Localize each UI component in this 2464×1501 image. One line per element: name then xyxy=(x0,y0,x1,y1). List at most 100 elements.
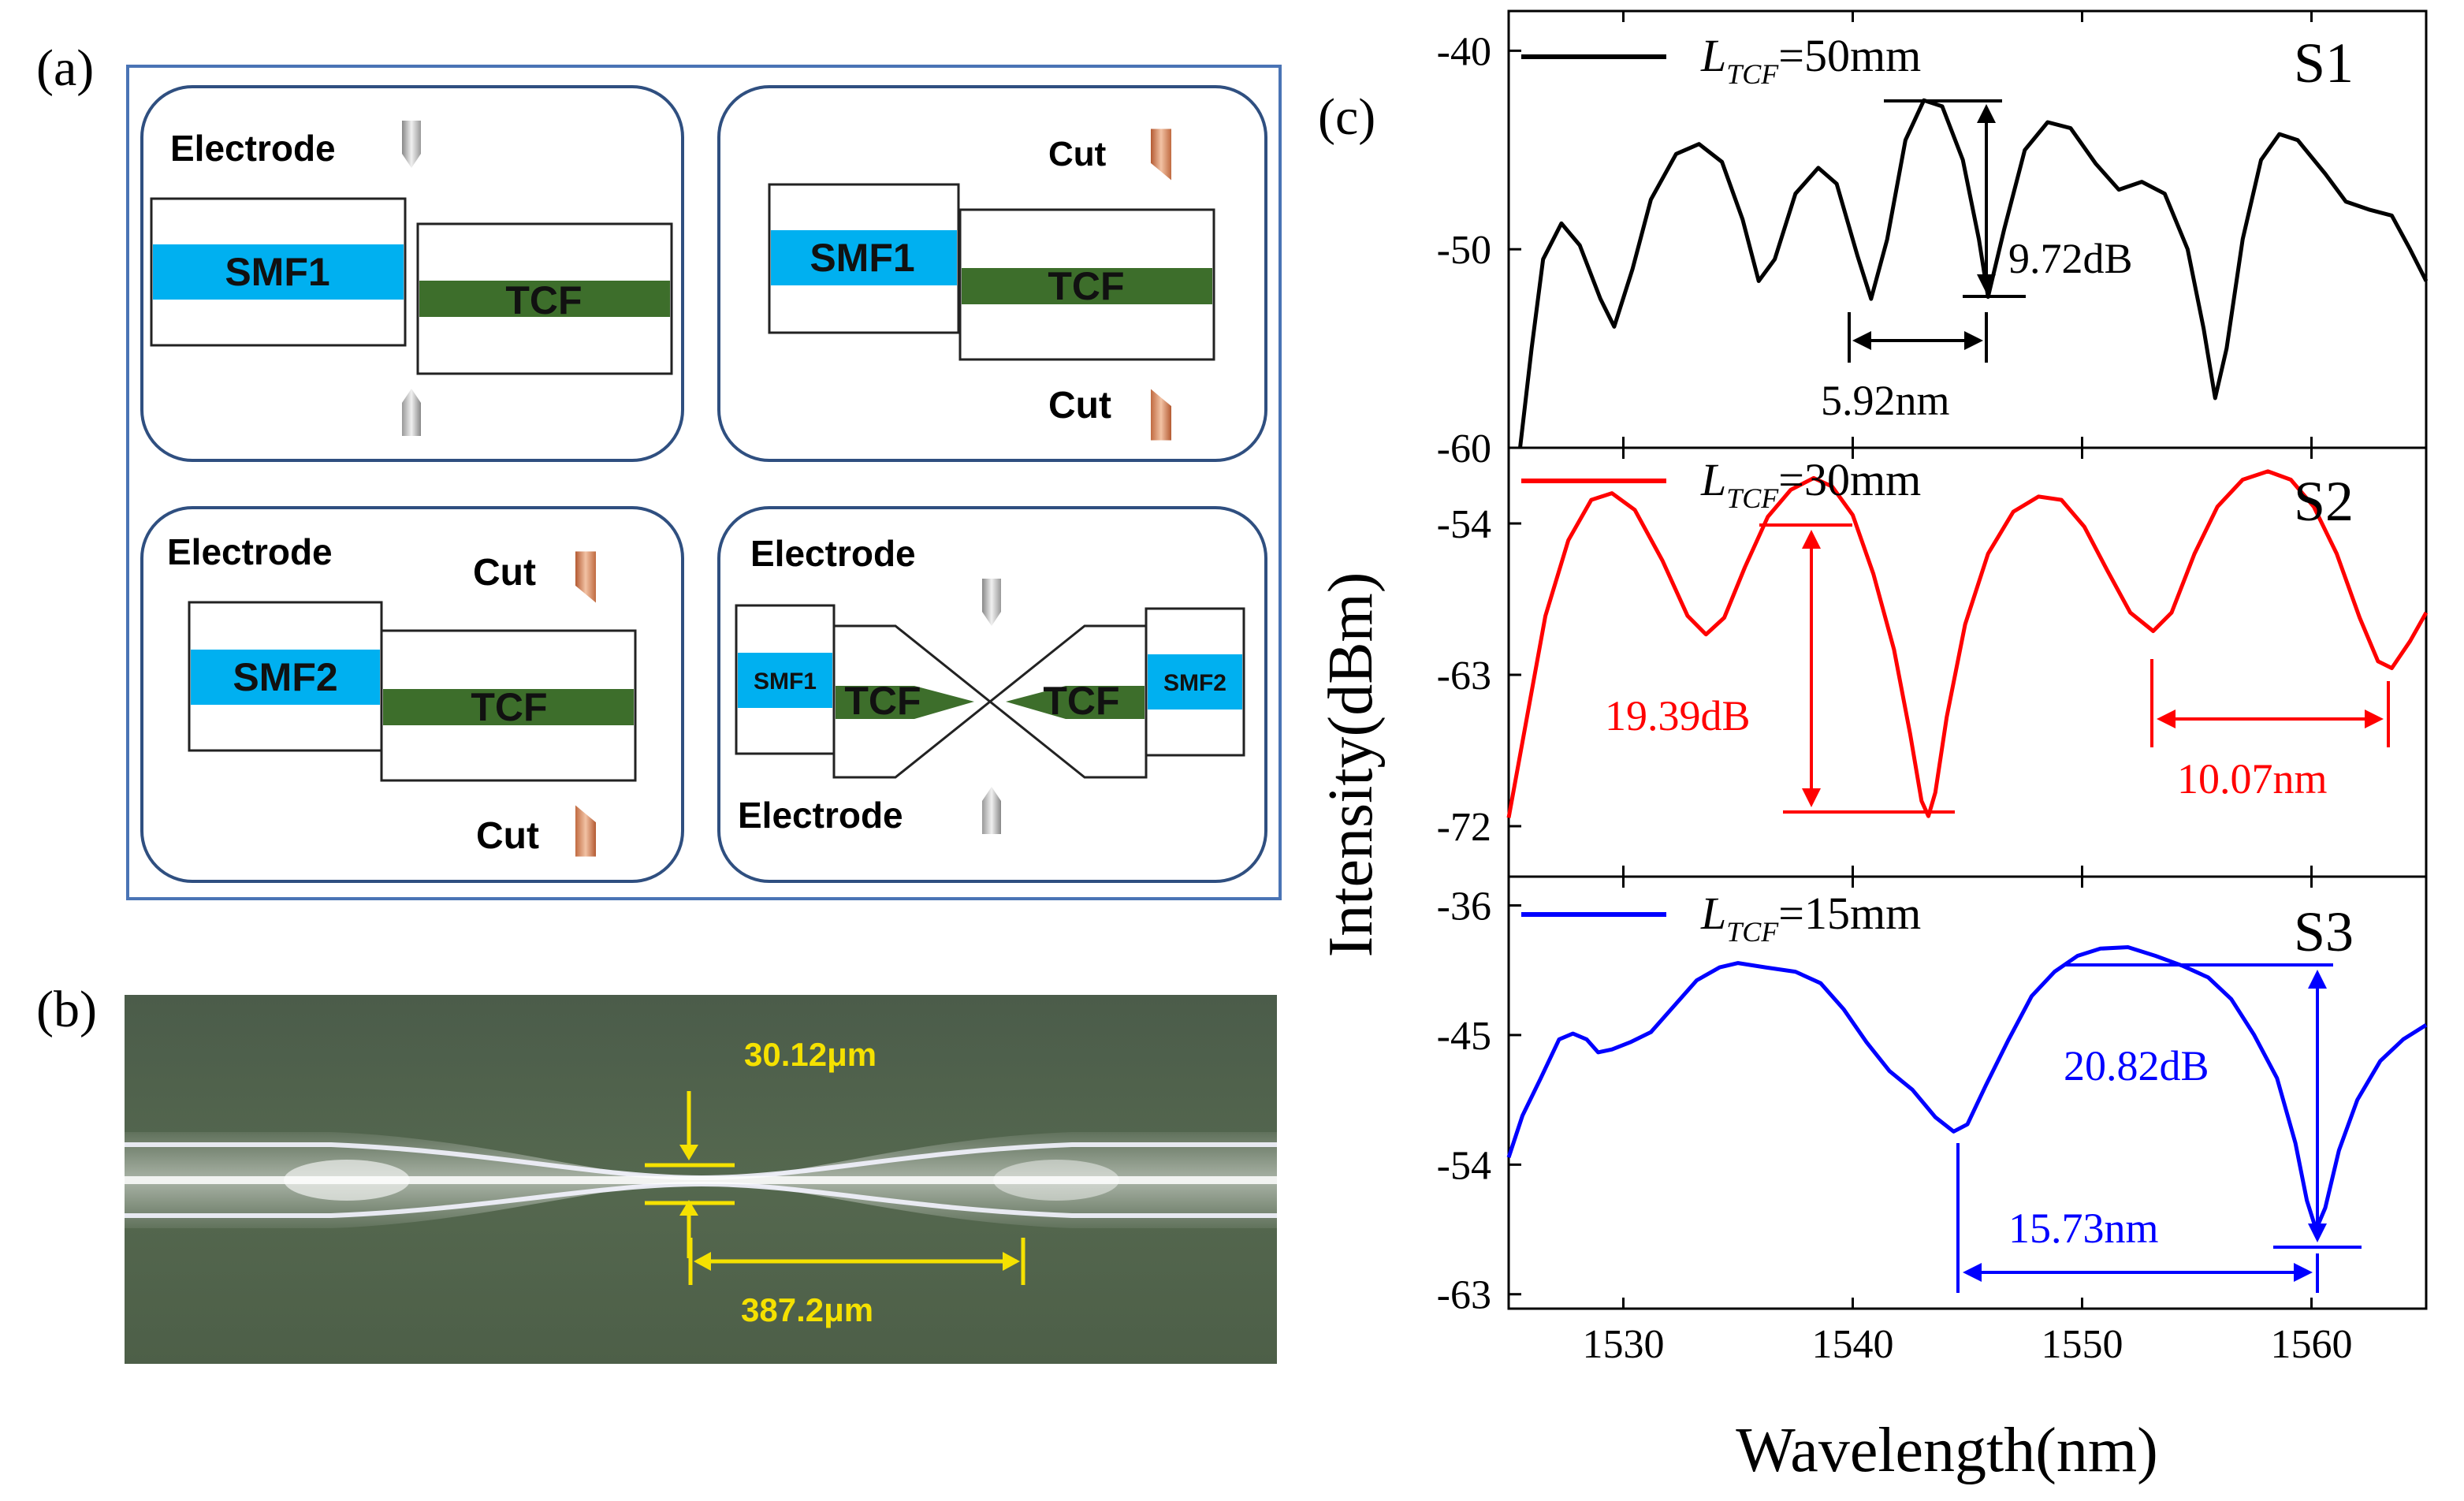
s3-ytick-label: -54 xyxy=(1437,1143,1491,1188)
step4-electrode-bottom-label: Electrode xyxy=(738,795,903,836)
length-arrowhead-left xyxy=(694,1252,711,1271)
s1-legend-text: LTCF=50mm xyxy=(1700,30,1921,90)
s1-legend: LTCF=50mm xyxy=(1521,30,1921,90)
smf1-label: SMF1 xyxy=(754,669,817,695)
s3-fsr-label: 15.73nm xyxy=(2008,1205,2159,1252)
s1-fsr-label: 5.92nm xyxy=(1821,377,1950,424)
step3-box: Electrode Cut Cut SMF2 TCF xyxy=(140,506,684,883)
panel-label-b: (b) xyxy=(36,981,97,1038)
fiber-glint-left xyxy=(284,1160,410,1201)
s2-ytick-label: -72 xyxy=(1437,805,1491,850)
step1-border xyxy=(140,85,684,462)
smf1-core xyxy=(153,244,404,300)
y-axis-label: Intensity(dBm) xyxy=(1316,572,1386,958)
s1-ytick-label: -50 xyxy=(1437,228,1491,273)
smf2-label: SMF2 xyxy=(233,655,337,699)
smf2-label: SMF2 xyxy=(1163,670,1226,696)
step3-cut-bottom-label: Cut xyxy=(476,815,539,857)
s3-legend-sub: TCF xyxy=(1726,916,1779,948)
s2-ytick-label: -63 xyxy=(1437,654,1491,698)
s3-series-label: S3 xyxy=(2294,900,2354,963)
s1-ytick-label: -40 xyxy=(1437,29,1491,74)
panel-a-frame xyxy=(126,65,1282,900)
tcf-label: TCF xyxy=(1048,264,1124,308)
step2-cut-top-label: Cut xyxy=(1048,135,1107,173)
s2-fsr-arrowhead-right xyxy=(2365,710,2384,728)
s3-ytick-label: -63 xyxy=(1437,1273,1491,1318)
top-cut-icon xyxy=(575,551,596,603)
tcf-core xyxy=(383,689,634,725)
s2-legend: LTCF=30mm xyxy=(1521,454,1921,514)
panel-label-c: (c) xyxy=(1318,88,1375,146)
step4-electrode-top-label: Electrode xyxy=(750,533,916,574)
waist-diameter-label: 30.12μm xyxy=(744,1036,877,1073)
s2-depth-label: 19.39dB xyxy=(1605,692,1751,739)
step2-border xyxy=(717,85,1267,462)
step3-border xyxy=(140,506,684,883)
smf1-core xyxy=(771,230,957,285)
s3-legend-value: =15mm xyxy=(1778,888,1921,939)
s1-plot-frame xyxy=(1507,9,2428,449)
s2-ytick-label: -54 xyxy=(1437,502,1491,547)
s1-fsr-arrowhead-left xyxy=(1852,331,1871,350)
s1-legend-var: L xyxy=(1700,30,1726,81)
step1-electrode-label: Electrode xyxy=(170,128,336,169)
taper-right-label: TCF xyxy=(1043,679,1119,723)
s1-series-line xyxy=(1518,98,2429,449)
s1-series-label: S1 xyxy=(2294,32,2354,95)
s2-depth-arrowhead-top xyxy=(1802,530,1821,549)
smf1-core xyxy=(738,653,832,708)
s2-legend-text: LTCF=30mm xyxy=(1700,454,1921,514)
s2-fsr-arrowhead-left xyxy=(2157,710,2176,728)
taper-left-label: TCF xyxy=(844,679,921,723)
step4-box: Electrode Electrode SMF1 TCF TCF SMF2 xyxy=(717,506,1267,883)
s3-plot-frame xyxy=(1507,875,2428,1310)
s3-depth-label: 20.82dB xyxy=(2064,1042,2209,1089)
panel-label-a: (a) xyxy=(36,39,94,97)
smf1-label: SMF1 xyxy=(225,250,329,294)
s2-depth-arrowhead-bottom xyxy=(1802,788,1821,807)
s2-plot-frame xyxy=(1507,446,2428,878)
s2-series-line xyxy=(1506,469,2429,818)
fiber-glint-right xyxy=(993,1160,1119,1201)
diameter-arrowhead-bottom xyxy=(679,1200,698,1216)
bottom-electrode-icon xyxy=(982,787,1001,834)
spectrum-chart: -40 -50 -60 -54 -63 -72 -36 -45 -54 -63 1530 1540 15… xyxy=(1437,9,2429,1367)
s2-legend-var: L xyxy=(1700,454,1726,505)
s2-legend-value: =30mm xyxy=(1778,454,1921,505)
s1-depth-label: 9.72dB xyxy=(2008,235,2133,282)
s2-annotations xyxy=(1759,523,2390,814)
length-arrowhead-right xyxy=(1003,1252,1020,1271)
s2-fsr-label: 10.07nm xyxy=(2177,755,2328,803)
step2-box: Cut Cut SMF1 TCF xyxy=(717,85,1267,462)
s3-annotations xyxy=(1956,963,2362,1293)
s1-legend-value: =50mm xyxy=(1778,30,1921,81)
s3-fsr-arrowhead-right xyxy=(2294,1263,2313,1282)
s1-depth-arrowhead-top xyxy=(1977,104,1996,123)
xtick-label: 1540 xyxy=(1812,1322,1894,1367)
step1-box: Electrode SMF1 TCF xyxy=(140,85,684,462)
xtick-label: 1560 xyxy=(2271,1322,2353,1367)
bottom-electrode-icon xyxy=(402,389,421,436)
microscope-image: 30.12μm 387.2μm xyxy=(125,995,1277,1364)
right-taper-core xyxy=(1006,686,1145,719)
diameter-arrowhead-top xyxy=(679,1145,698,1160)
s3-legend-var: L xyxy=(1700,888,1726,939)
tcf-core xyxy=(419,281,670,317)
s3-legend: LTCF=15mm xyxy=(1521,888,1921,948)
s1-annotations xyxy=(1848,99,2026,363)
step2-cut-bottom-label: Cut xyxy=(1048,385,1111,426)
s3-series-line xyxy=(1506,945,2428,1231)
xtick-label: 1550 xyxy=(2042,1322,2123,1367)
step3-cut-top-label: Cut xyxy=(473,552,536,594)
top-cut-icon xyxy=(1151,128,1171,181)
top-electrode-icon xyxy=(982,579,1001,626)
tcf-core xyxy=(962,268,1212,304)
s1-fsr-arrowhead-right xyxy=(1964,331,1983,350)
smf2-core xyxy=(191,650,380,705)
top-electrode-icon xyxy=(402,121,421,168)
tcf-label: TCF xyxy=(505,278,582,322)
bottom-cut-icon xyxy=(1151,389,1171,441)
s2-series-label: S2 xyxy=(2294,470,2354,533)
